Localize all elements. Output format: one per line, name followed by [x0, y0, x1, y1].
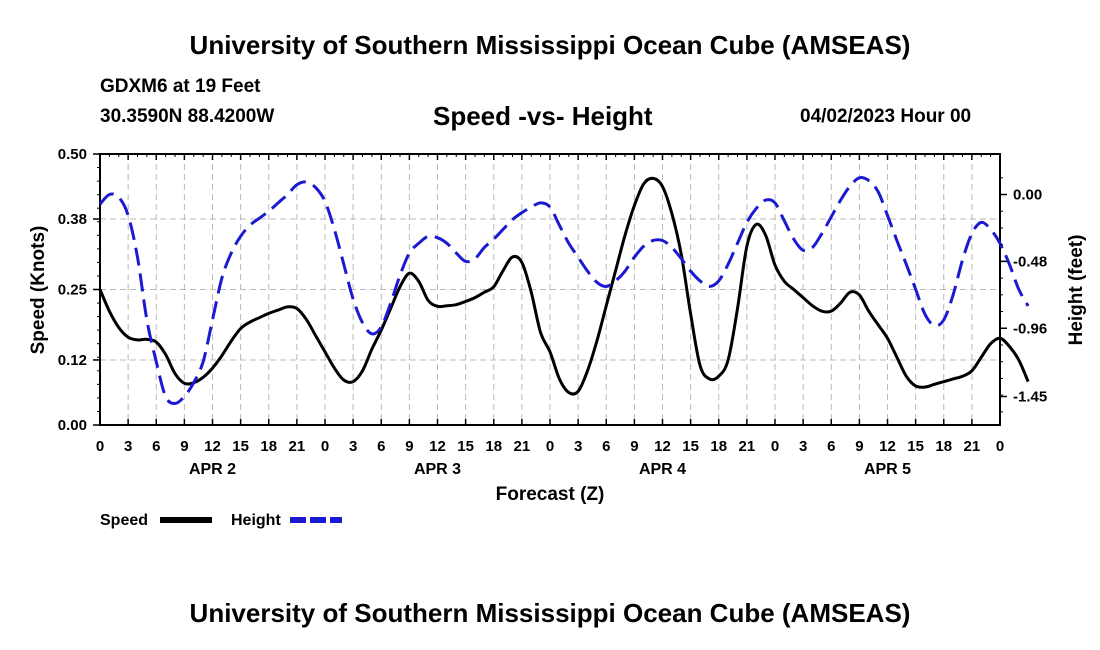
- chart-series: [98, 176, 1030, 405]
- x-axis-title: Forecast (Z): [496, 484, 605, 505]
- x-tick-label: 15: [907, 438, 924, 455]
- y-tick-label: 0.50: [58, 146, 87, 163]
- x-tick-label: 15: [457, 438, 474, 455]
- day-label: APR 3: [414, 461, 461, 478]
- x-tick-label: 9: [855, 438, 863, 455]
- y2-tick-label: 0.00: [1013, 187, 1042, 204]
- x-tick-label: 15: [232, 438, 249, 455]
- y-tick-label: 0.12: [58, 352, 87, 369]
- day-label: APR 4: [639, 461, 686, 478]
- x-tick-label: 6: [377, 438, 385, 455]
- x-tick-label: 0: [771, 438, 779, 455]
- y2-axis-title: Height (feet): [1066, 235, 1087, 346]
- y-tick-label: 0.38: [58, 211, 87, 228]
- x-tick-label: 3: [124, 438, 132, 455]
- chart-axes: [93, 153, 1007, 426]
- page-title: University of Southern Mississippi Ocean…: [189, 30, 911, 60]
- x-tick-label: 18: [260, 438, 277, 455]
- forecast-datetime: 04/02/2023 Hour 00: [800, 106, 972, 127]
- x-tick-label: 9: [405, 438, 413, 455]
- x-tick-label: 18: [710, 438, 727, 455]
- legend-label-height: Height: [231, 512, 281, 529]
- chart-grid: [100, 154, 1000, 425]
- y2-tick-label: -0.48: [1013, 253, 1047, 270]
- x-tick-label: 0: [96, 438, 104, 455]
- series-line-speed: [98, 176, 1030, 396]
- x-tick-label: 0: [321, 438, 329, 455]
- x-tick-label: 21: [514, 438, 531, 455]
- x-tick-label: 21: [289, 438, 306, 455]
- x-tick-label: 18: [935, 438, 952, 455]
- x-tick-label: 9: [630, 438, 638, 455]
- x-tick-label: 6: [152, 438, 160, 455]
- x-tick-label: 3: [574, 438, 582, 455]
- x-tick-label: 15: [682, 438, 699, 455]
- chart-subtitle: Speed -vs- Height: [433, 101, 653, 131]
- x-tick-label: 12: [204, 438, 221, 455]
- y2-tick-label: -0.96: [1013, 320, 1047, 337]
- x-tick-label: 12: [654, 438, 671, 455]
- x-tick-label: 21: [964, 438, 981, 455]
- y-axis-title: Speed (Knots): [28, 226, 49, 355]
- x-tick-label: 12: [879, 438, 896, 455]
- x-tick-label: 9: [180, 438, 188, 455]
- chart-legend: Speed Height: [100, 512, 342, 529]
- y2-tick-label: -1.45: [1013, 389, 1047, 406]
- x-tick-label: 21: [739, 438, 756, 455]
- x-tick-label: 6: [827, 438, 835, 455]
- y-tick-label: 0.25: [58, 282, 87, 299]
- footer-title: University of Southern Mississippi Ocean…: [189, 598, 911, 628]
- x-tick-label: 18: [485, 438, 502, 455]
- x-tick-label: 0: [546, 438, 554, 455]
- day-label: APR 5: [864, 461, 911, 478]
- x-tick-label: 0: [996, 438, 1004, 455]
- day-label: APR 2: [189, 461, 236, 478]
- x-tick-label: 12: [429, 438, 446, 455]
- chart-labels: 0 3 6 9 12 15 18 21 0 3 6 9 12 15 18 21 0 3 6 9 12 15 18 21 0 3 6 9…: [28, 146, 1087, 505]
- x-tick-label: 3: [799, 438, 807, 455]
- series-line-height: [98, 176, 1030, 405]
- legend-label-speed: Speed: [100, 512, 148, 529]
- station-label: GDXM6 at 19 Feet: [100, 76, 261, 97]
- x-tick-label: 3: [349, 438, 357, 455]
- x-tick-label: 6: [602, 438, 610, 455]
- y-tick-label: 0.00: [58, 417, 87, 434]
- station-coords: 30.3590N 88.4200W: [100, 106, 275, 127]
